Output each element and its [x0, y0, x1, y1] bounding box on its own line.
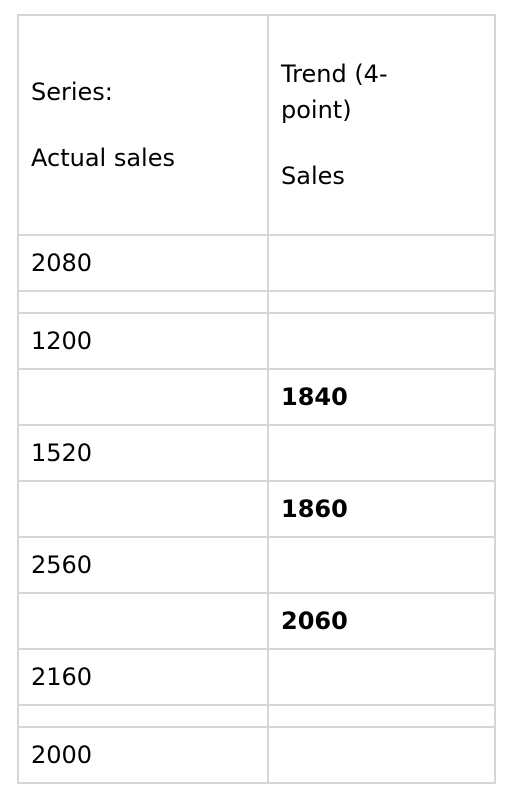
trend-cell: [267, 726, 496, 784]
table-row: 1840: [17, 368, 496, 426]
actual-sales-cell: 2000: [17, 726, 269, 784]
table-row: [17, 290, 496, 314]
table-row: 2060: [17, 592, 496, 650]
actual-sales-cell: [17, 290, 269, 314]
trend-cell: 1840: [267, 368, 496, 426]
actual-sales-cell: [17, 704, 269, 728]
trend-cell: [267, 234, 496, 292]
header-sales-label: Sales: [281, 162, 345, 190]
trend-cell: [267, 312, 496, 370]
trend-cell: [267, 290, 496, 314]
trend-cell: [267, 424, 496, 482]
trend-cell: [267, 704, 496, 728]
actual-sales-cell: 2560: [17, 536, 269, 594]
table-row: 2080: [17, 234, 496, 292]
table-row: 1200: [17, 312, 496, 370]
header-series-label: Series:: [31, 78, 113, 106]
table-row: 1520: [17, 424, 496, 482]
table-row: 2160: [17, 648, 496, 706]
header-row: Series: Actual sales Trend (4- point) Sa…: [17, 14, 496, 236]
header-trend-sales: Trend (4- point) Sales: [267, 14, 496, 236]
table-row: 2000: [17, 726, 496, 784]
sales-trend-table: Series: Actual sales Trend (4- point) Sa…: [17, 14, 496, 784]
actual-sales-cell: 2080: [17, 234, 269, 292]
trend-cell: 1860: [267, 480, 496, 538]
trend-cell: 2060: [267, 592, 496, 650]
header-actual-sales-label: Actual sales: [31, 144, 175, 172]
trend-cell: [267, 536, 496, 594]
actual-sales-cell: 2160: [17, 648, 269, 706]
header-trend-label-1: Trend (4-: [281, 60, 388, 88]
table-row: [17, 704, 496, 728]
actual-sales-cell: 1520: [17, 424, 269, 482]
actual-sales-cell: [17, 480, 269, 538]
header-trend-label-2: point): [281, 96, 352, 124]
actual-sales-cell: [17, 368, 269, 426]
table-row: 2560: [17, 536, 496, 594]
header-actual-sales: Series: Actual sales: [17, 14, 269, 236]
table-row: 1860: [17, 480, 496, 538]
actual-sales-cell: [17, 592, 269, 650]
actual-sales-cell: 1200: [17, 312, 269, 370]
trend-cell: [267, 648, 496, 706]
